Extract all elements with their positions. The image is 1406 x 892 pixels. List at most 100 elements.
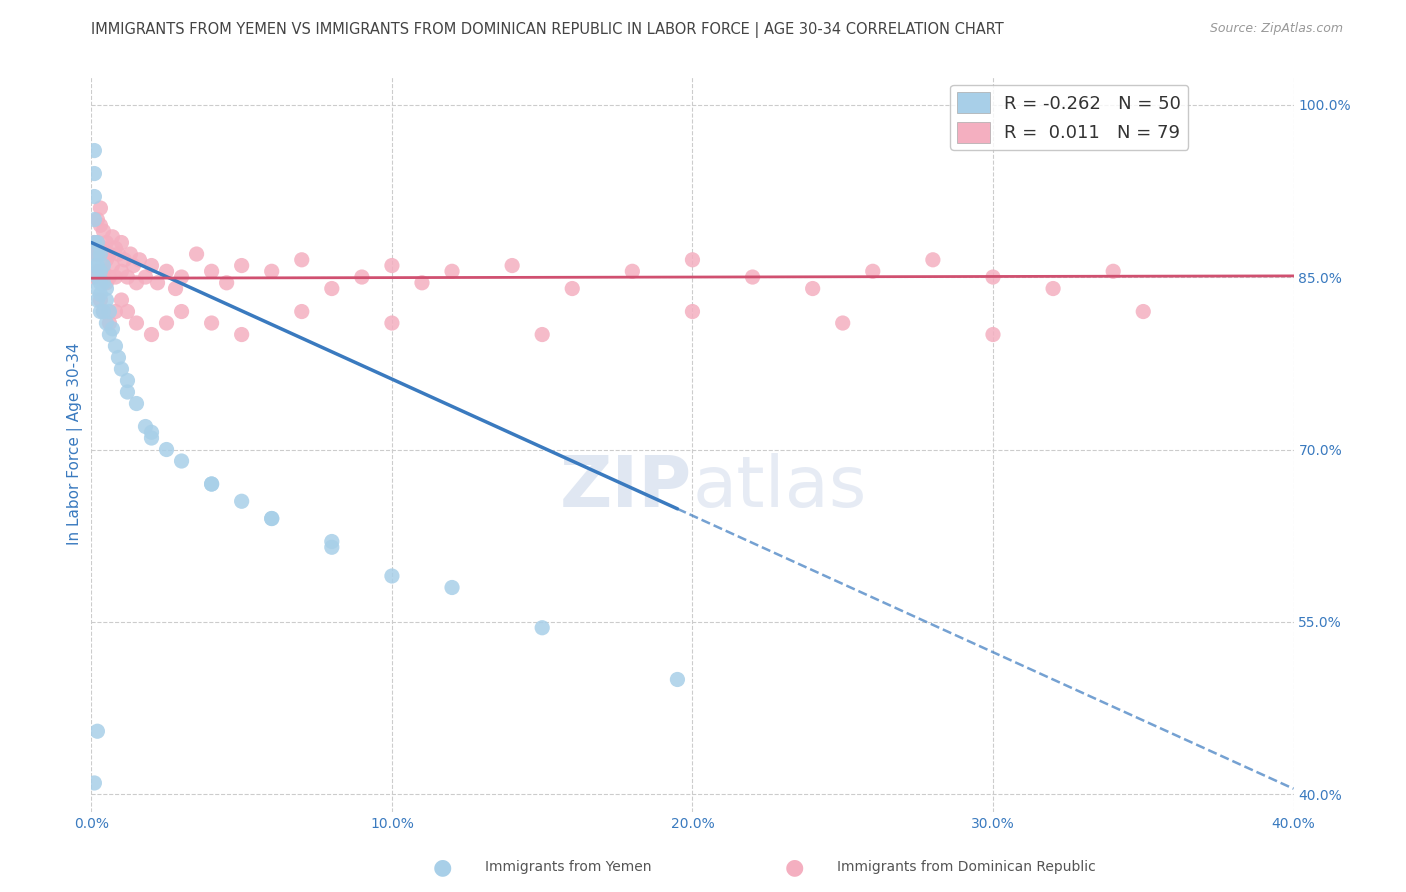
Point <box>93 241 115 255</box>
Point <box>89 293 111 307</box>
Point <box>981 327 1004 342</box>
Point <box>134 270 156 285</box>
Point <box>83 235 105 250</box>
Point <box>170 454 193 468</box>
Point <box>1102 264 1125 278</box>
Point <box>83 212 105 227</box>
Point <box>98 316 121 330</box>
Point <box>93 304 115 318</box>
Point <box>125 396 148 410</box>
Point <box>165 281 187 295</box>
Point <box>1132 304 1154 318</box>
Point <box>291 304 314 318</box>
Point <box>93 264 115 278</box>
Point <box>141 327 163 342</box>
Point <box>141 425 163 440</box>
Text: ●: ● <box>785 857 804 877</box>
Point <box>321 541 343 555</box>
Point <box>93 224 115 238</box>
Point <box>621 264 644 278</box>
Point <box>96 293 118 307</box>
Point <box>381 259 404 273</box>
Point <box>89 219 111 233</box>
Point <box>1042 281 1064 295</box>
Point <box>86 293 108 307</box>
Point <box>98 304 121 318</box>
Point <box>89 241 111 255</box>
Point <box>501 259 523 273</box>
Point <box>146 276 169 290</box>
Point <box>260 511 283 525</box>
Point <box>83 144 105 158</box>
Point <box>89 264 111 278</box>
Point <box>89 276 111 290</box>
Point <box>381 569 404 583</box>
Point <box>86 270 108 285</box>
Point <box>128 252 150 267</box>
Point <box>231 259 253 273</box>
Point <box>981 270 1004 285</box>
Point <box>104 304 127 318</box>
Point <box>93 259 115 273</box>
Point <box>120 247 142 261</box>
Point <box>122 259 145 273</box>
Point <box>114 252 136 267</box>
Legend: R = -0.262   N = 50, R =  0.011   N = 79: R = -0.262 N = 50, R = 0.011 N = 79 <box>950 85 1188 150</box>
Point <box>89 247 111 261</box>
Point <box>155 264 177 278</box>
Point <box>107 351 129 365</box>
Point <box>107 247 129 261</box>
Point <box>93 304 115 318</box>
Point <box>101 229 124 244</box>
Point <box>96 281 118 295</box>
Point <box>89 264 111 278</box>
Point <box>98 247 121 261</box>
Point <box>96 235 118 250</box>
Point <box>83 270 105 285</box>
Point <box>862 264 884 278</box>
Point <box>531 621 554 635</box>
Point <box>89 201 111 215</box>
Point <box>561 281 583 295</box>
Point <box>86 235 108 250</box>
Point <box>381 316 404 330</box>
Text: Source: ZipAtlas.com: Source: ZipAtlas.com <box>1209 22 1343 36</box>
Point <box>86 259 108 273</box>
Point <box>86 247 108 261</box>
Point <box>96 316 118 330</box>
Point <box>83 167 105 181</box>
Point <box>201 264 224 278</box>
Point <box>134 419 156 434</box>
Point <box>350 270 373 285</box>
Point <box>83 247 105 261</box>
Point <box>215 276 238 290</box>
Point <box>110 362 132 376</box>
Text: IMMIGRANTS FROM YEMEN VS IMMIGRANTS FROM DOMINICAN REPUBLIC IN LABOR FORCE | AGE: IMMIGRANTS FROM YEMEN VS IMMIGRANTS FROM… <box>91 22 1004 38</box>
Point <box>104 270 127 285</box>
Text: ZIP: ZIP <box>560 453 692 523</box>
Point <box>440 264 463 278</box>
Point <box>681 304 703 318</box>
Point <box>201 316 224 330</box>
Point <box>666 673 689 687</box>
Point <box>155 316 177 330</box>
Point <box>831 316 853 330</box>
Point <box>125 316 148 330</box>
Point <box>93 276 115 290</box>
Point <box>96 276 118 290</box>
Point <box>83 259 105 273</box>
Point <box>117 374 139 388</box>
Point <box>231 327 253 342</box>
Y-axis label: In Labor Force | Age 30-34: In Labor Force | Age 30-34 <box>67 343 83 545</box>
Point <box>86 212 108 227</box>
Point <box>231 494 253 508</box>
Point <box>201 477 224 491</box>
Point <box>170 270 193 285</box>
Point <box>104 241 127 255</box>
Point <box>98 270 121 285</box>
Point <box>86 281 108 295</box>
Point <box>86 247 108 261</box>
Point <box>83 235 105 250</box>
Point <box>89 304 111 318</box>
Text: ●: ● <box>433 857 453 877</box>
